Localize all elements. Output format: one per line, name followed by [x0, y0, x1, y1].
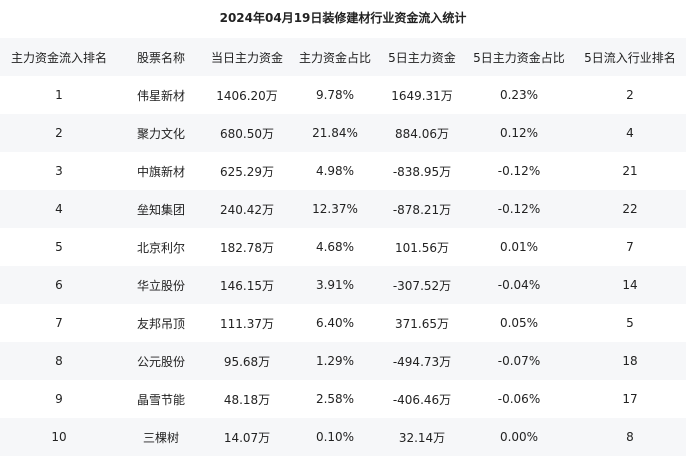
cell-5day-industry-rank: 17: [622, 392, 638, 406]
column-header-stock-name: 股票名称: [136, 50, 185, 65]
cell-rank: 7: [55, 316, 63, 330]
cell-stock-name: 友邦吊顶: [136, 316, 185, 331]
fund-flow-table: 主力资金流入排名 股票名称 当日主力资金 主力资金占比 5日主力资金 5日主力资金占比 5日…: [0, 38, 686, 456]
cell-5day-industry-rank: 2: [626, 88, 634, 102]
cell-stock-name: 华立股份: [136, 278, 185, 293]
cell-main-fund-ratio: 4.98%: [315, 164, 355, 178]
cell-5day-main-fund: 101.56万: [395, 240, 449, 255]
cell-5day-industry-rank: 5: [626, 316, 634, 330]
cell-5day-main-fund-ratio: 0.23%: [499, 88, 539, 102]
table-header-row: 主力资金流入排名 股票名称 当日主力资金 主力资金占比 5日主力资金 5日主力资金占比 5日…: [0, 38, 686, 76]
cell-5day-main-fund: 371.65万: [395, 316, 449, 331]
cell-daily-main-fund: 625.29万: [220, 164, 274, 179]
cell-5day-main-fund-ratio: -0.04%: [497, 278, 541, 292]
cell-main-fund-ratio: 2.58%: [315, 392, 355, 406]
cell-rank: 5: [55, 240, 63, 254]
cell-stock-name: 三棵树: [142, 430, 179, 445]
cell-main-fund-ratio: 4.68%: [315, 240, 355, 254]
cell-5day-main-fund: 1649.31万: [391, 88, 453, 103]
cell-5day-main-fund: -838.95万: [392, 164, 452, 179]
table-row: 8 公元股份 95.68万 1.29% -494.73万 -0.07% 18: [0, 342, 686, 380]
table-row: 3 中旗新材 625.29万 4.98% -838.95万 -0.12% 21: [0, 152, 686, 190]
table-row: 4 垒知集团 240.42万 12.37% -878.21万 -0.12% 22: [0, 190, 686, 228]
cell-5day-main-fund: 884.06万: [395, 126, 449, 141]
cell-5day-industry-rank: 4: [626, 126, 634, 140]
cell-5day-main-fund-ratio: -0.07%: [497, 354, 541, 368]
cell-daily-main-fund: 146.15万: [220, 278, 274, 293]
cell-stock-name: 垒知集团: [136, 202, 185, 217]
page-title: 2024年04月19日装修建材行业资金流入统计: [219, 11, 467, 25]
cell-rank: 1: [55, 88, 63, 102]
column-header-main-fund-ratio: 主力资金占比: [298, 50, 371, 65]
cell-daily-main-fund: 680.50万: [220, 126, 274, 141]
cell-stock-name: 晶雪节能: [136, 392, 185, 407]
cell-main-fund-ratio: 3.91%: [315, 278, 355, 292]
cell-stock-name: 北京利尔: [136, 240, 185, 255]
column-header-rank: 主力资金流入排名: [10, 50, 107, 65]
cell-5day-main-fund: -494.73万: [392, 354, 452, 369]
cell-daily-main-fund: 14.07万: [223, 430, 271, 445]
cell-rank: 6: [55, 278, 63, 292]
cell-5day-main-fund-ratio: -0.06%: [497, 392, 541, 406]
cell-main-fund-ratio: 21.84%: [312, 126, 358, 140]
cell-5day-main-fund-ratio: 0.00%: [499, 430, 539, 444]
cell-rank: 2: [55, 126, 63, 140]
cell-main-fund-ratio: 6.40%: [315, 316, 355, 330]
cell-stock-name: 伟星新材: [136, 88, 185, 103]
table-row: 7 友邦吊顶 111.37万 6.40% 371.65万 0.05% 5: [0, 304, 686, 342]
cell-5day-main-fund: 32.14万: [398, 430, 446, 445]
cell-5day-main-fund-ratio: 0.12%: [499, 126, 539, 140]
cell-stock-name: 中旗新材: [136, 164, 185, 179]
column-header-5day-main-fund-ratio: 5日主力资金占比: [473, 50, 565, 65]
cell-5day-industry-rank: 14: [622, 278, 638, 292]
cell-daily-main-fund: 182.78万: [220, 240, 274, 255]
table-row: 1 伟星新材 1406.20万 9.78% 1649.31万 0.23% 2: [0, 76, 686, 114]
cell-rank: 9: [55, 392, 63, 406]
cell-5day-industry-rank: 7: [626, 240, 634, 254]
cell-5day-main-fund-ratio: -0.12%: [497, 164, 541, 178]
cell-rank: 10: [51, 430, 67, 444]
cell-5day-main-fund: -307.52万: [392, 278, 452, 293]
table-row: 9 晶雪节能 48.18万 2.58% -406.46万 -0.06% 17: [0, 380, 686, 418]
cell-daily-main-fund: 240.42万: [220, 202, 274, 217]
table-row: 10 三棵树 14.07万 0.10% 32.14万 0.00% 8: [0, 418, 686, 456]
cell-5day-industry-rank: 18: [622, 354, 638, 368]
cell-5day-main-fund-ratio: 0.01%: [499, 240, 539, 254]
cell-5day-industry-rank: 21: [622, 164, 638, 178]
cell-5day-industry-rank: 8: [626, 430, 634, 444]
cell-rank: 8: [55, 354, 63, 368]
cell-main-fund-ratio: 1.29%: [315, 354, 355, 368]
cell-daily-main-fund: 95.68万: [223, 354, 271, 369]
cell-main-fund-ratio: 0.10%: [315, 430, 355, 444]
cell-stock-name: 公元股份: [136, 354, 185, 369]
cell-5day-main-fund-ratio: 0.05%: [499, 316, 539, 330]
table-row: 6 华立股份 146.15万 3.91% -307.52万 -0.04% 14: [0, 266, 686, 304]
table-row: 5 北京利尔 182.78万 4.68% 101.56万 0.01% 7: [0, 228, 686, 266]
cell-stock-name: 聚力文化: [136, 126, 185, 141]
cell-daily-main-fund: 48.18万: [223, 392, 271, 407]
cell-daily-main-fund: 111.37万: [220, 316, 274, 331]
cell-5day-main-fund: -406.46万: [392, 392, 452, 407]
table-row: 2 聚力文化 680.50万 21.84% 884.06万 0.12% 4: [0, 114, 686, 152]
cell-5day-industry-rank: 22: [622, 202, 638, 216]
cell-main-fund-ratio: 9.78%: [315, 88, 355, 102]
cell-rank: 4: [55, 202, 63, 216]
cell-5day-main-fund-ratio: -0.12%: [497, 202, 541, 216]
cell-rank: 3: [55, 164, 63, 178]
column-header-5day-main-fund: 5日主力资金: [388, 50, 456, 65]
cell-main-fund-ratio: 12.37%: [312, 202, 358, 216]
cell-5day-main-fund: -878.21万: [392, 202, 452, 217]
column-header-5day-industry-rank: 5日流入行业排名: [584, 50, 676, 65]
cell-daily-main-fund: 1406.20万: [216, 88, 278, 103]
column-header-daily-main-fund: 当日主力资金: [210, 50, 283, 65]
